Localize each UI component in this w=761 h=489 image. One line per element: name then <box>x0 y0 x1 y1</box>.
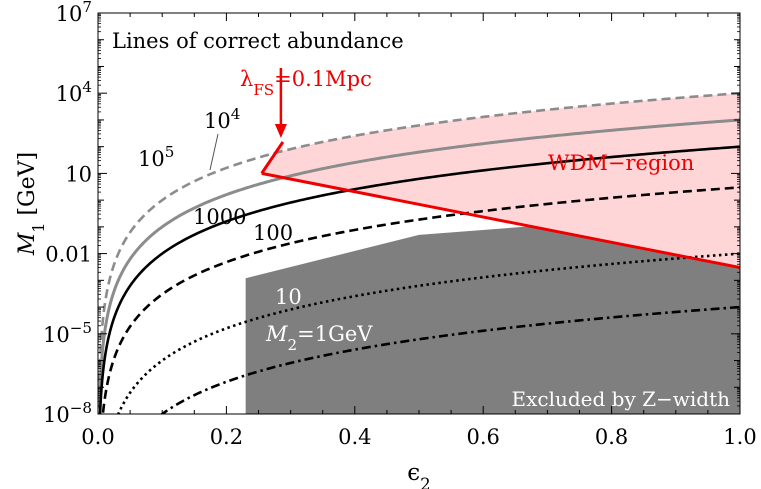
wdm-kink-line <box>260 141 285 175</box>
wdm-region-label: WDM−region <box>548 151 694 175</box>
y-axis-label: M1 [GeV] <box>15 152 48 256</box>
x-axis-label: ϵ2 <box>407 460 430 489</box>
wdm-lower-boundary <box>261 171 740 270</box>
curve-105 <box>98 91 740 382</box>
label-1e5: 105 <box>138 143 174 171</box>
x-tick-label: 0.6 <box>466 425 499 449</box>
x-tick-label: 0.0 <box>81 425 114 449</box>
y-tick-label: 0.01 <box>45 243 92 267</box>
x-tick-label: 0.2 <box>210 425 243 449</box>
label-100: 100 <box>253 221 293 245</box>
label-1e4: 104 <box>204 105 240 133</box>
y-tick-label: 107 <box>56 0 92 26</box>
axes: 0.0 0.2 0.4 0.6 0.8 1.0 107 104 10 0.01 10−5 10−8 ϵ2… <box>15 0 757 489</box>
excluded-region <box>245 214 740 414</box>
label-1000: 1000 <box>193 205 246 229</box>
free-streaming-label: λFS=0.1Mpc <box>240 67 372 99</box>
curve-104 <box>98 118 740 409</box>
y-tick-label: 104 <box>56 78 92 106</box>
annotations: Lines of correct abundance λFS=0.1Mpc WDM−… <box>112 29 730 411</box>
label-m2: M2=1GeV <box>265 322 373 354</box>
y-tick-label: 10−5 <box>43 319 92 347</box>
label-10: 10 <box>275 285 302 309</box>
plot-area <box>98 91 740 414</box>
header-label: Lines of correct abundance <box>112 29 404 53</box>
curve-100 <box>101 186 740 414</box>
curve-10 <box>116 252 740 414</box>
y-tick-label: 10−8 <box>43 399 92 427</box>
wdm-region <box>261 93 740 268</box>
x-tick-label: 0.8 <box>595 425 628 449</box>
excluded-label: Excluded by Z−width <box>511 387 730 411</box>
x-tick-label: 0.4 <box>338 425 371 449</box>
fs-arrow-head <box>274 123 287 138</box>
curve-1gev <box>159 305 740 414</box>
x-tick-label: 1.0 <box>723 425 756 449</box>
label-1e4-leader <box>209 133 219 171</box>
plot-clipped-group <box>98 91 740 414</box>
curve-1000 <box>98 145 740 414</box>
y-tick-label: 10 <box>65 162 92 186</box>
